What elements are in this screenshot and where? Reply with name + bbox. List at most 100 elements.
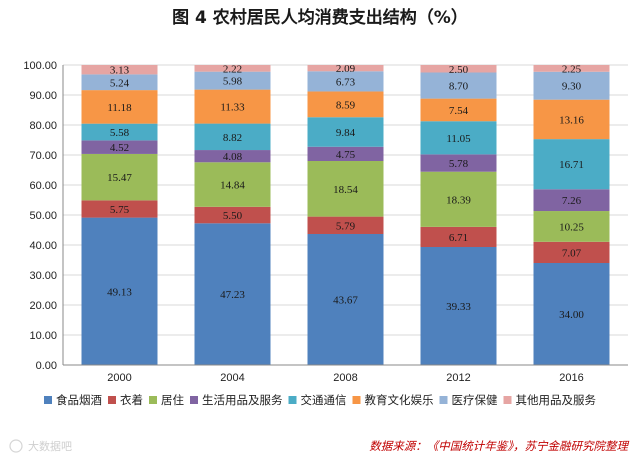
legend-label-2: 居住 (161, 393, 184, 407)
bar-2016-3 (533, 189, 610, 212)
bar-2000-3 (81, 140, 158, 154)
legend-swatch-4 (288, 396, 297, 404)
x-tick-label-4: 2016 (559, 372, 583, 384)
legend-label-3: 生活用品及服务 (202, 393, 283, 407)
data-label-2000-2: 15.47 (107, 172, 132, 184)
legend-item-7: 其他用品及服务 (503, 393, 596, 407)
bar-2004-3 (194, 150, 271, 163)
bar-2000-2 (81, 153, 158, 201)
data-label-2016-2: 10.25 (559, 221, 584, 233)
bar-2016-7 (533, 65, 610, 72)
bar-2012-5 (420, 98, 497, 122)
bar-2016-2 (533, 211, 610, 242)
y-tick-label-9: 90.00 (29, 90, 57, 102)
bar-2004-5 (194, 89, 271, 124)
data-label-2016-7: 2.25 (562, 63, 582, 75)
bar-2004-2 (194, 162, 271, 207)
bar-2000-6 (81, 74, 158, 91)
legend-swatch-3 (190, 396, 198, 404)
y-tick-label-10: 100.00 (23, 60, 57, 72)
data-label-2012-4: 11.05 (446, 133, 471, 145)
x-tick-label-2: 2008 (333, 372, 357, 384)
legend-item-4: 交通通信 (288, 393, 347, 407)
legend-item-6: 医疗保健 (439, 393, 498, 407)
watermark-text: 大数据吧 (28, 439, 72, 453)
data-label-2000-5: 11.18 (107, 102, 132, 114)
data-label-2012-0: 39.33 (446, 301, 471, 313)
bar-2000-5 (81, 90, 158, 124)
bar-2008-2 (307, 161, 384, 217)
bar-2000-7 (81, 65, 158, 75)
bar-2008-0 (307, 233, 384, 365)
legend-item-5: 教育文化娱乐 (352, 393, 434, 407)
source-note: 数据来源：《中国统计年鉴》，苏宁金融研究院整理 (369, 439, 629, 453)
bar-2008-4 (307, 117, 384, 147)
data-label-2016-3: 7.26 (562, 195, 582, 207)
y-tick-label-1: 10.00 (29, 330, 57, 342)
y-tick-label-0: 0.00 (36, 360, 57, 372)
data-label-2008-3: 4.75 (336, 149, 356, 161)
data-label-2008-6: 6.73 (336, 76, 356, 88)
bar-2012-0 (420, 247, 497, 365)
x-tick-label-0: 2000 (107, 372, 131, 384)
bar-2008-3 (307, 146, 384, 161)
y-tick-label-3: 30.00 (29, 270, 57, 282)
data-label-2016-4: 16.71 (559, 159, 584, 171)
bar-2004-4 (194, 123, 271, 151)
data-label-2004-1: 5.50 (223, 210, 243, 222)
legend-label-0: 食品烟酒 (56, 393, 102, 407)
legend-label-5: 教育文化娱乐 (365, 393, 434, 407)
bar-stacks: 49.13 5.75 15.47 4.52 5.58 11.18 5.243.13 47.23… (81, 63, 610, 365)
bar-2008-1 (307, 216, 384, 234)
data-label-2004-3: 4.08 (223, 151, 243, 163)
legend-swatch-2 (149, 396, 157, 404)
data-label-2012-5: 7.54 (449, 105, 469, 117)
x-axis: 2000 2004 2008 2012 2016 (63, 364, 628, 384)
data-label-2016-5: 13.16 (559, 114, 584, 126)
legend-item-1: 衣着 (108, 393, 143, 407)
data-label-2012-1: 6.71 (449, 232, 468, 244)
bar-2012-3 (420, 154, 497, 172)
bar-2004-7 (194, 65, 271, 72)
legend-item-2: 居住 (149, 393, 184, 407)
data-label-2000-1: 5.75 (110, 204, 130, 216)
chart-title: 图 4 农村居民人均消费支出结构（%） (172, 7, 468, 28)
legend-item-3: 生活用品及服务 (190, 393, 283, 407)
legend-label-1: 衣着 (120, 393, 143, 407)
bar-2016-0 (533, 263, 610, 365)
data-label-2000-3: 4.52 (110, 142, 129, 154)
data-label-2004-2: 14.84 (220, 180, 245, 192)
data-label-2012-6: 8.70 (449, 81, 469, 93)
bar-2012-6 (420, 72, 497, 99)
data-label-2008-4: 9.84 (336, 127, 356, 139)
bar-2012-1 (420, 226, 497, 248)
y-tick-label-8: 80.00 (29, 120, 57, 132)
legend-label-4: 交通通信 (301, 393, 347, 407)
bar-2016-1 (533, 241, 610, 263)
data-label-2004-5: 11.33 (220, 102, 245, 114)
data-label-2012-2: 18.39 (446, 194, 471, 206)
y-tick-label-7: 70.00 (29, 150, 57, 162)
data-label-2004-4: 8.82 (223, 132, 242, 144)
data-label-2004-7: 2.22 (223, 63, 242, 75)
data-label-2008-0: 43.67 (333, 294, 358, 306)
y-tick-label-4: 40.00 (29, 240, 57, 252)
data-label-2004-6: 5.98 (223, 76, 243, 88)
legend-swatch-0 (44, 396, 52, 404)
y-axis: 0.00 10.00 20.00 30.00 40.00 50.00 60.00 70.00 8… (23, 60, 64, 372)
bar-2012-2 (420, 171, 497, 227)
y-tick-label-6: 60.00 (29, 180, 57, 192)
x-tick-label-3: 2012 (446, 372, 470, 384)
data-label-2008-2: 18.54 (333, 184, 358, 196)
data-label-2000-6: 5.24 (110, 77, 130, 89)
data-label-2004-0: 47.23 (220, 289, 245, 301)
data-label-2012-7: 2.50 (449, 64, 469, 76)
watermark: 大数据吧 (9, 439, 72, 453)
bar-2008-6 (307, 71, 384, 92)
bar-2004-6 (194, 71, 271, 90)
data-label-2000-4: 5.58 (110, 127, 130, 139)
data-label-2008-1: 5.79 (336, 220, 356, 232)
data-label-2000-0: 49.13 (107, 286, 132, 298)
bar-2004-1 (194, 206, 271, 224)
